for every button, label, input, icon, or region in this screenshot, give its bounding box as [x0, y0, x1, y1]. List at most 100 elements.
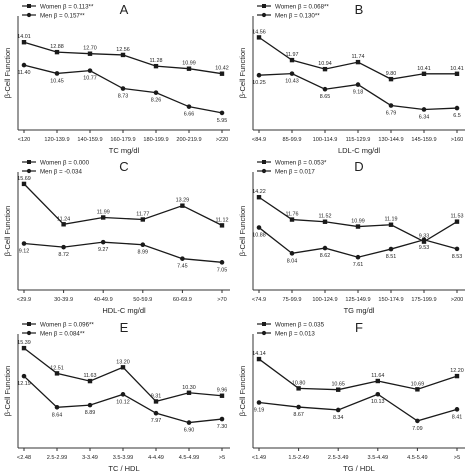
data-point-men — [61, 244, 66, 250]
data-label: 12.19 — [17, 381, 31, 387]
data-point-women — [186, 66, 192, 71]
data-point-women — [186, 390, 192, 395]
data-label: 8.53 — [452, 254, 463, 260]
data-label: 10.42 — [215, 66, 229, 72]
data-point-men — [153, 90, 159, 95]
data-point-men — [335, 407, 341, 413]
y-axis-label: β-Cell Function — [3, 206, 12, 257]
x-tick-label: 160-179.9 — [110, 137, 135, 143]
data-label: 7.30 — [217, 424, 228, 430]
data-label: 9.31 — [151, 393, 162, 399]
data-label: 7.09 — [412, 426, 423, 432]
legend-marker — [26, 330, 32, 336]
data-point-men — [21, 373, 27, 379]
data-label: 12.20 — [450, 368, 464, 374]
data-point-women — [454, 373, 460, 379]
chart-panel-f: Fβ-Cell Function <1.49 1.5-2.49 2.5-3.49 3.5… — [238, 320, 465, 473]
data-point-men — [415, 418, 420, 424]
data-label: 9.33 — [419, 234, 430, 240]
data-label: 10.45 — [50, 78, 64, 84]
x-tick-label: 145-159.9 — [411, 137, 436, 143]
data-label: 8.34 — [333, 415, 344, 421]
data-point-women — [87, 51, 93, 56]
data-label: 7.05 — [217, 267, 228, 273]
data-label: 11.63 — [83, 373, 96, 379]
data-label: 10.65 — [331, 382, 345, 388]
legend-marker — [261, 12, 267, 18]
data-point-women — [101, 215, 106, 220]
data-point-women — [219, 223, 225, 228]
data-point-women — [415, 387, 420, 392]
data-label: 6.79 — [386, 111, 397, 117]
x-tick-label: >70 — [217, 297, 227, 303]
data-label: 9.96 — [217, 388, 228, 394]
data-label: 11.64 — [371, 373, 384, 379]
data-label: 9.53 — [419, 245, 430, 251]
x-tick-label: 85-99.9 — [283, 137, 302, 143]
x-tick-label: 140-159.9 — [77, 137, 102, 143]
x-tick-label: 50-59.9 — [133, 297, 152, 303]
data-point-women — [180, 203, 185, 208]
data-point-women — [355, 59, 361, 65]
data-point-men — [454, 246, 460, 252]
x-tick-label: 115-129.9 — [346, 137, 371, 143]
legend-marker — [261, 330, 267, 336]
y-axis-label: β-Cell Function — [238, 366, 247, 417]
x-axis-label: HDL-C mg/dl — [102, 306, 146, 315]
x-tick-label: 175-199.9 — [411, 297, 436, 303]
legend-entry: Men β = -0.034 — [40, 168, 82, 175]
data-point-women — [153, 399, 159, 404]
x-tick-label: >160 — [451, 137, 464, 143]
series-line-women — [23, 183, 223, 226]
data-point-women — [219, 71, 225, 76]
data-point-men — [355, 254, 361, 260]
data-label: 12.88 — [50, 44, 64, 50]
data-point-women — [140, 217, 145, 222]
data-label: 14.01 — [17, 34, 31, 40]
data-label: 11.74 — [351, 54, 364, 60]
legend-entry: Men β = 0.017 — [275, 168, 315, 175]
data-point-men — [322, 245, 328, 251]
x-tick-label: >5 — [454, 455, 460, 461]
legend-entry: Women β = 0.000 — [40, 159, 90, 166]
x-tick-label: 180-199.9 — [143, 137, 168, 143]
data-label: 11.53 — [450, 214, 463, 220]
legend-marker — [26, 168, 32, 174]
data-point-men — [289, 251, 295, 256]
data-point-women — [120, 52, 126, 58]
data-label: 6.5 — [453, 113, 461, 119]
x-tick-label: 4-4.49 — [148, 455, 164, 461]
data-label: 11.76 — [285, 212, 298, 218]
data-label: 5.95 — [217, 118, 228, 124]
panel-label: E — [120, 320, 129, 335]
x-tick-label: 75-99.9 — [283, 297, 302, 303]
data-label: 7.61 — [353, 262, 364, 268]
data-point-women — [256, 35, 262, 40]
legend-marker — [26, 12, 32, 18]
data-label: 9.18 — [353, 90, 364, 96]
data-label: 8.73 — [118, 94, 129, 100]
data-point-women — [289, 57, 295, 63]
x-axis-label: LDL-C mg/dl — [338, 146, 380, 155]
legend-entry: Men β = 0.013 — [275, 330, 315, 337]
data-label: 10.99 — [351, 219, 365, 225]
data-label: 10.94 — [318, 61, 332, 67]
x-tick-label: 100-114.9 — [313, 137, 338, 143]
data-point-men — [180, 256, 185, 261]
data-point-men — [355, 82, 361, 87]
data-point-women — [256, 195, 262, 200]
data-label: 15.69 — [17, 176, 31, 182]
panel-label: F — [355, 320, 363, 335]
x-tick-label: 30-39.9 — [54, 297, 73, 303]
data-label: 7.45 — [177, 264, 188, 270]
data-point-men — [153, 410, 159, 416]
x-tick-label: 150-174.9 — [378, 297, 403, 303]
data-point-women — [21, 40, 27, 45]
data-label: 14.22 — [252, 189, 266, 195]
x-tick-label: 4.5-5.49 — [407, 455, 428, 461]
data-point-women — [322, 66, 328, 72]
x-tick-label: 130-144.9 — [378, 137, 403, 143]
data-point-women — [289, 217, 295, 222]
series-line-men — [258, 227, 458, 258]
data-label: 13.20 — [116, 359, 130, 365]
